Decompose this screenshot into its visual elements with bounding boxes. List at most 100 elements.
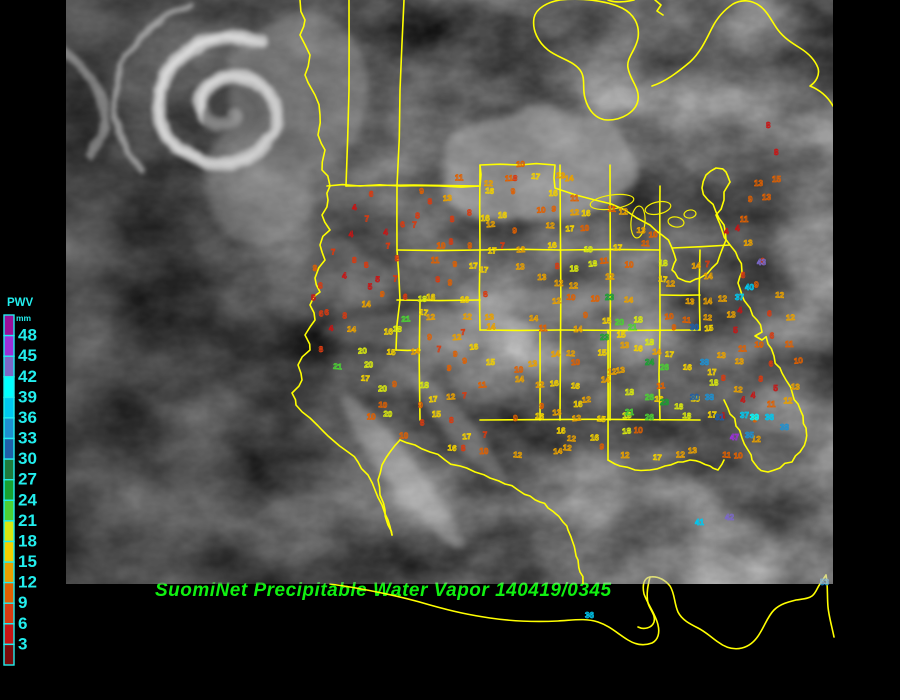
svg-text:12: 12 [784,397,793,406]
svg-text:26: 26 [660,363,669,372]
svg-text:26: 26 [645,413,654,422]
svg-text:18: 18 [645,338,654,347]
svg-text:12: 12 [718,294,727,303]
svg-text:16: 16 [469,342,479,352]
svg-text:12: 12 [567,434,577,444]
svg-text:31: 31 [715,413,724,422]
svg-text:7: 7 [365,214,370,223]
svg-text:20: 20 [364,361,373,370]
svg-text:12: 12 [733,385,743,395]
svg-text:13: 13 [528,359,538,369]
svg-text:30: 30 [690,393,699,402]
svg-text:47: 47 [730,433,739,442]
svg-text:20: 20 [383,409,393,418]
svg-text:7: 7 [393,275,398,284]
svg-text:10: 10 [754,340,764,349]
svg-text:13: 13 [727,310,736,319]
svg-text:12: 12 [775,290,785,299]
svg-text:17: 17 [613,244,622,253]
svg-text:12: 12 [676,450,685,459]
svg-text:11: 11 [656,381,665,390]
svg-text:40: 40 [745,283,754,292]
svg-text:12: 12 [486,220,496,230]
svg-text:11: 11 [722,450,732,460]
svg-text:36: 36 [765,413,774,422]
svg-text:12: 12 [554,279,563,288]
svg-text:10: 10 [580,224,590,233]
svg-text:12: 12 [535,380,545,389]
svg-text:16: 16 [485,186,495,196]
svg-text:12: 12 [582,395,592,405]
svg-text:12: 12 [446,392,456,401]
svg-text:18: 18 [392,324,402,334]
svg-text:17: 17 [565,224,575,233]
svg-text:9: 9 [754,281,759,290]
svg-text:13: 13 [754,179,763,188]
svg-text:14: 14 [703,297,712,306]
svg-text:9: 9 [418,401,423,410]
svg-text:PWV: PWV [7,297,34,309]
svg-text:38: 38 [700,358,709,367]
svg-text:10: 10 [591,294,600,303]
svg-text:11: 11 [767,400,776,409]
svg-text:13: 13 [685,297,695,307]
svg-text:10: 10 [479,447,488,456]
svg-text:16: 16 [498,211,507,220]
svg-text:10: 10 [571,358,581,367]
svg-text:38: 38 [780,423,789,432]
svg-text:12: 12 [513,450,523,460]
svg-text:5: 5 [773,384,778,393]
svg-text:14: 14 [410,347,420,357]
svg-text:13: 13 [688,446,698,455]
svg-text:43: 43 [757,258,766,267]
svg-text:11: 11 [607,204,617,214]
svg-text:13: 13 [762,193,771,202]
svg-text:15: 15 [386,347,396,357]
svg-text:10: 10 [367,413,376,422]
svg-text:16: 16 [633,344,643,354]
svg-text:18: 18 [622,426,632,436]
svg-text:11: 11 [431,256,440,265]
svg-text:18: 18 [570,264,579,273]
svg-text:15: 15 [596,414,606,424]
svg-text:9: 9 [392,380,397,389]
svg-text:30: 30 [18,449,37,468]
svg-text:3: 3 [18,634,27,653]
svg-text:15: 15 [602,316,612,325]
svg-text:12: 12 [570,208,580,217]
svg-text:4: 4 [741,396,746,405]
svg-text:7: 7 [437,345,442,354]
svg-text:36: 36 [585,611,594,620]
svg-text:20: 20 [358,346,368,355]
svg-text:18: 18 [682,411,692,420]
svg-text:38: 38 [705,393,714,402]
svg-text:13: 13 [443,194,453,203]
svg-text:10: 10 [566,293,576,303]
svg-text:14: 14 [362,300,371,309]
svg-text:12: 12 [621,451,630,460]
svg-text:15: 15 [486,358,495,367]
svg-text:24: 24 [18,490,37,509]
svg-text:7: 7 [483,431,488,440]
svg-text:mm: mm [16,313,32,323]
svg-text:14: 14 [347,325,357,334]
svg-text:6: 6 [741,271,746,280]
svg-text:12: 12 [545,221,555,230]
svg-text:37: 37 [740,411,749,420]
svg-text:18: 18 [659,259,668,268]
svg-text:9: 9 [468,241,473,250]
svg-text:10: 10 [516,160,526,169]
svg-text:18: 18 [588,259,598,269]
svg-text:17: 17 [665,350,675,359]
svg-text:27: 27 [18,470,37,489]
svg-text:36: 36 [18,408,37,427]
svg-text:17: 17 [479,265,489,274]
svg-text:12: 12 [516,245,526,254]
svg-text:17: 17 [488,246,497,255]
svg-text:23: 23 [660,398,669,407]
svg-text:18: 18 [420,381,429,390]
svg-text:14: 14 [529,314,539,323]
svg-text:12: 12 [605,273,614,282]
svg-text:12: 12 [619,208,628,217]
svg-text:16: 16 [460,296,469,305]
